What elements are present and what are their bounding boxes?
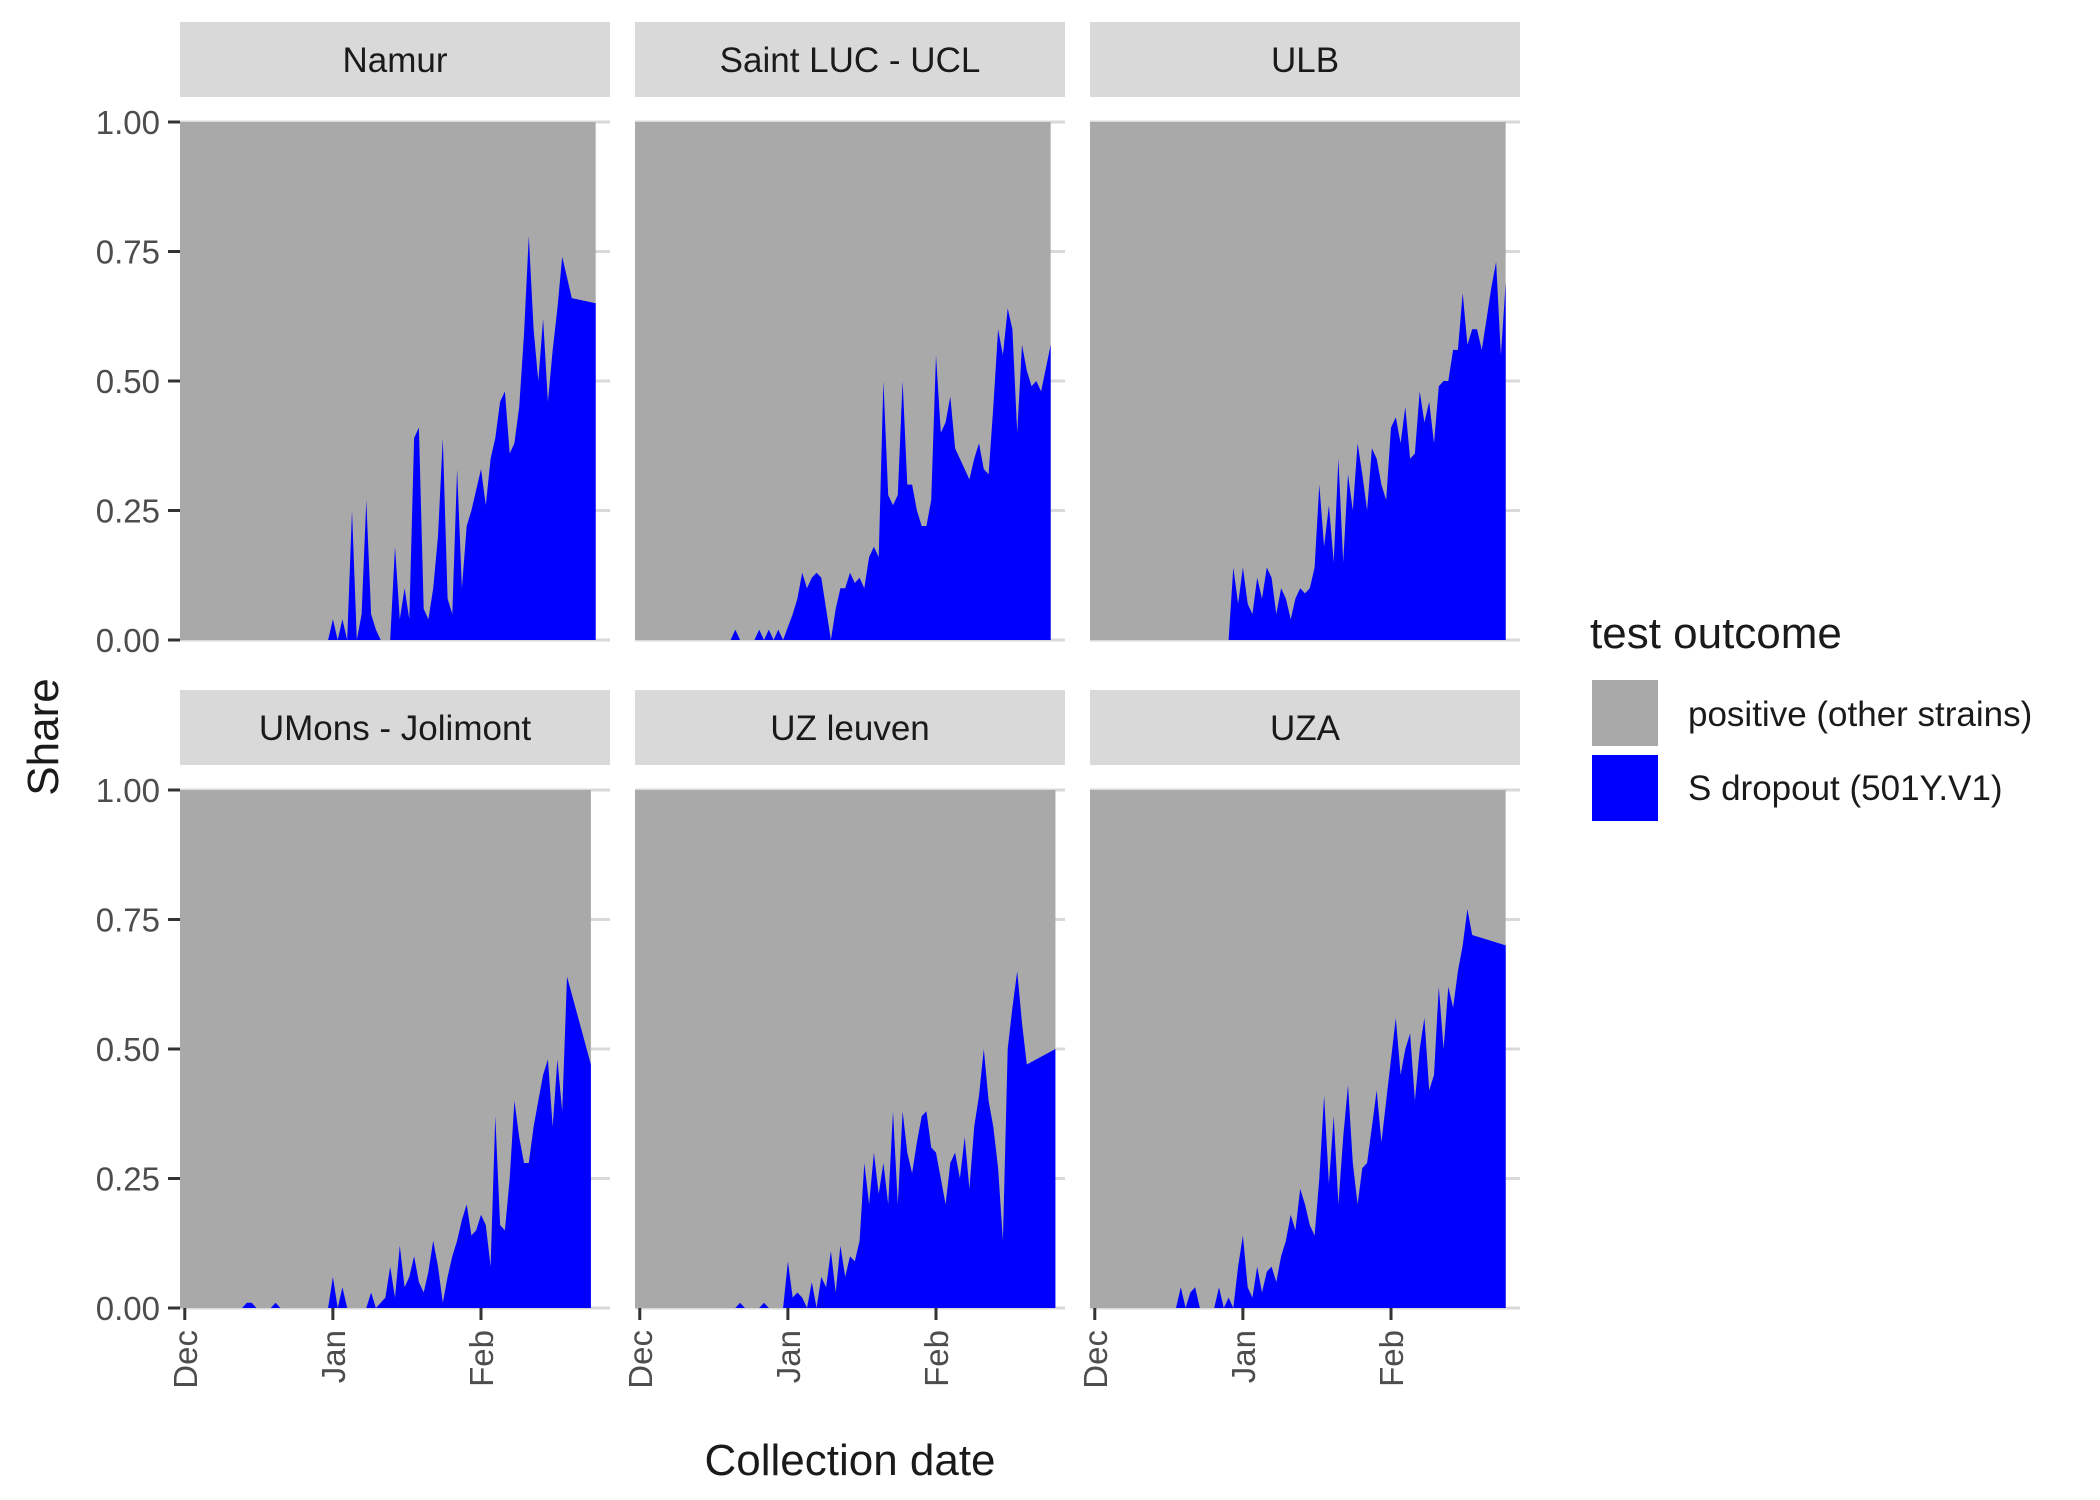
facet-panel: UMons - Jolimont 0.00 0.25 0.50 0.75 1.00 Dec J…	[96, 690, 610, 1389]
facet-strip-label: UZA	[1270, 709, 1341, 748]
x-tick-label: Dec	[622, 1330, 659, 1389]
facet-panel: UZ leuven Dec Jan Feb	[622, 690, 1065, 1389]
legend-title: test outcome	[1590, 609, 1842, 658]
facet-strip-label: UMons - Jolimont	[259, 709, 532, 748]
legend: test outcome positive (other strains) S …	[1590, 609, 2032, 821]
y-tick-label: 0.25	[96, 493, 160, 530]
facet-panel: ULB	[1090, 22, 1520, 642]
facet-strip	[635, 22, 1065, 97]
y-tick-label: 1.00	[96, 772, 160, 809]
y-tick-label: 0.50	[96, 363, 160, 400]
y-tick-label: 0.25	[96, 1161, 160, 1198]
area-s-dropout	[1090, 261, 1506, 640]
y-tick-label: 0.75	[96, 902, 160, 939]
legend-label-other: positive (other strains)	[1688, 695, 2032, 734]
y-tick-label: 0.00	[96, 622, 160, 659]
x-tick-label: Jan	[770, 1330, 807, 1383]
area-s-dropout	[635, 971, 1056, 1308]
facet-panel: Namur 0.00 0.25 0.50 0.75 1.00	[96, 22, 610, 659]
x-tick-label: Jan	[315, 1330, 352, 1383]
facet-strip-label: UZ leuven	[770, 709, 930, 748]
facet-strip-label: Namur	[342, 41, 447, 80]
y-tick-label: 0.50	[96, 1031, 160, 1068]
area-s-dropout	[1090, 909, 1506, 1308]
x-tick-label: Feb	[1373, 1330, 1410, 1387]
area-s-dropout	[180, 236, 596, 640]
facet-strip	[180, 690, 610, 765]
facet-panel: Saint LUC - UCL	[635, 22, 1065, 642]
y-tick-label: 0.00	[96, 1290, 160, 1327]
area-s-dropout	[635, 308, 1051, 640]
y-tick-label: 0.75	[96, 234, 160, 271]
legend-key-other	[1592, 680, 1658, 746]
legend-label-dropout: S dropout (501Y.V1)	[1688, 769, 2003, 808]
facet-strip-label: Saint LUC - UCL	[720, 41, 981, 80]
area-s-dropout	[180, 976, 591, 1308]
x-tick-label: Dec	[1077, 1330, 1114, 1389]
facet-strip	[635, 690, 1065, 765]
x-tick-label: Feb	[918, 1330, 955, 1387]
facet-strip	[1090, 690, 1520, 765]
x-tick-label: Jan	[1225, 1330, 1262, 1383]
x-tick-label: Feb	[463, 1330, 500, 1387]
legend-key-dropout	[1592, 755, 1658, 821]
y-axis-title: Share	[19, 678, 68, 795]
y-tick-label: 1.00	[96, 104, 160, 141]
facet-panel: UZA Dec Jan Feb	[1077, 690, 1520, 1389]
x-tick-label: Dec	[167, 1330, 204, 1389]
panels-group: Namur 0.00 0.25 0.50 0.75 1.00 Saint LUC - UCL…	[96, 22, 1520, 1389]
facet-strip	[180, 22, 610, 97]
x-axis-title: Collection date	[704, 1436, 995, 1485]
facet-strip-label: ULB	[1271, 41, 1339, 80]
facet-strip	[1090, 22, 1520, 97]
